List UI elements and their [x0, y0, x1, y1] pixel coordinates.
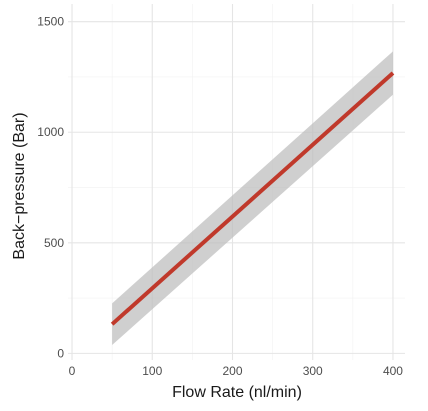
- trend-line-layer: [110, 71, 395, 326]
- x-tick-label: 400: [383, 364, 403, 378]
- x-tick-label: 100: [142, 364, 162, 378]
- y-axis-ticks: 0 500 1000 1500: [37, 15, 64, 361]
- y-tick-label: 1500: [37, 15, 64, 29]
- trend-line: [110, 71, 395, 326]
- y-tick-label: 0: [57, 346, 64, 360]
- x-axis-title: Flow Rate (nl/min): [172, 384, 302, 401]
- y-axis-title: Back−pressure (Bar): [11, 112, 28, 259]
- x-tick-label: 200: [222, 364, 242, 378]
- y-tick-label: 500: [44, 236, 64, 250]
- x-axis-ticks: 0 100 200 300 400: [69, 364, 404, 378]
- x-tick-label: 300: [303, 364, 323, 378]
- y-tick-label: 1000: [37, 125, 64, 139]
- x-tick-label: 0: [69, 364, 76, 378]
